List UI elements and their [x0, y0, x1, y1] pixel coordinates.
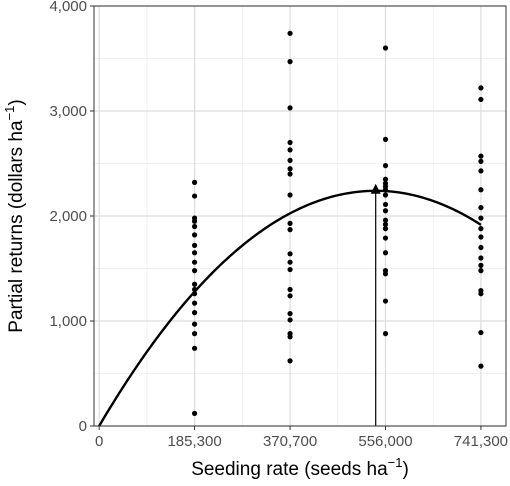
data-point: [382, 271, 389, 277]
data-point: [287, 166, 293, 172]
x-axis-title-superscript: −1: [388, 455, 403, 470]
y-axis-title-end: ): [6, 99, 27, 105]
y-tick-label: 4,000: [49, 0, 87, 15]
data-point: [478, 291, 484, 297]
data-point: [382, 221, 389, 227]
data-point: [382, 201, 389, 208]
x-tick-label: 0: [95, 433, 103, 450]
data-point: [287, 147, 293, 153]
data-point: [191, 218, 198, 224]
data-point: [382, 235, 389, 241]
data-point: [191, 281, 198, 287]
data-point: [478, 363, 484, 369]
data-point: [478, 205, 484, 211]
data-point: [478, 215, 484, 221]
data-point: [382, 208, 389, 214]
data-point: [382, 217, 389, 223]
data-point: [478, 268, 484, 274]
y-axis: 0 1,000 2,000 3,000 4,000: [49, 0, 94, 435]
y-tick-label: 1,000: [49, 313, 87, 330]
x-tick-label: 370,700: [263, 433, 317, 450]
data-point: [191, 291, 198, 297]
data-point: [287, 293, 293, 299]
data-point: [191, 179, 198, 185]
data-point: [478, 329, 484, 336]
data-point: [478, 226, 484, 232]
data-point: [382, 176, 389, 182]
data-point: [382, 250, 389, 256]
data-point: [287, 286, 293, 293]
data-point: [287, 227, 293, 233]
fit-curve-layer: [98, 189, 482, 427]
data-point: [287, 157, 293, 163]
x-axis-title-end: ): [402, 459, 408, 480]
y-tick-label: 2,000: [49, 208, 87, 225]
data-point: [191, 321, 198, 327]
data-point: [191, 259, 198, 265]
data-point: [191, 300, 198, 306]
data-point: [478, 234, 484, 240]
data-point: [287, 171, 293, 177]
x-tick-label: 556,000: [358, 433, 412, 450]
data-point: [287, 192, 293, 198]
data-point: [478, 85, 484, 91]
x-tick-label: 741,300: [454, 433, 508, 450]
data-point: [191, 193, 198, 199]
data-point: [478, 168, 484, 174]
data-point: [191, 331, 198, 337]
data-point: [287, 251, 293, 257]
data-point: [191, 345, 198, 351]
data-point: [287, 220, 293, 226]
data-point: [287, 105, 293, 111]
x-axis-title-main: Seeding rate (seeds ha: [191, 459, 388, 480]
data-point: [191, 268, 198, 274]
data-point: [287, 311, 293, 317]
data-point: [382, 187, 389, 193]
data-point: [191, 286, 198, 293]
x-axis: 0 185,300 370,700 556,000 741,300: [95, 426, 508, 450]
data-point: [191, 223, 198, 230]
data-point: [287, 317, 293, 323]
data-point: [478, 153, 484, 159]
data-point: [382, 226, 389, 232]
points-layer: [191, 30, 484, 416]
data-point: [478, 262, 484, 268]
data-point: [478, 96, 484, 103]
data-point: [287, 266, 293, 273]
data-point: [191, 232, 198, 238]
data-point: [287, 59, 293, 65]
data-point: [191, 250, 198, 256]
data-point: [382, 45, 389, 51]
data-point: [382, 163, 389, 169]
data-point: [287, 259, 293, 265]
data-point: [478, 187, 484, 193]
data-point: [478, 244, 484, 251]
y-axis-title-main: Partial returns (dollars ha: [6, 120, 27, 333]
data-point: [382, 192, 389, 198]
y-axis-title-superscript: −1: [2, 106, 17, 121]
data-point: [191, 242, 198, 248]
y-tick-label: 3,000: [49, 103, 87, 120]
data-point: [191, 410, 198, 416]
y-axis-title: Partial returns (dollars ha−1): [2, 99, 27, 332]
y-tick-label: 0: [79, 418, 87, 435]
data-point: [287, 334, 293, 340]
fit-curve: [98, 189, 482, 427]
x-axis-title: Seeding rate (seeds ha−1): [191, 455, 409, 480]
data-point: [191, 310, 198, 316]
x-tick-label: 185,300: [167, 433, 221, 450]
data-point: [287, 358, 293, 364]
data-point: [478, 255, 484, 261]
data-point: [287, 139, 293, 146]
data-point: [287, 30, 293, 36]
data-point: [382, 136, 389, 142]
data-point: [382, 298, 389, 304]
data-point: [478, 158, 484, 164]
data-point: [382, 331, 389, 337]
